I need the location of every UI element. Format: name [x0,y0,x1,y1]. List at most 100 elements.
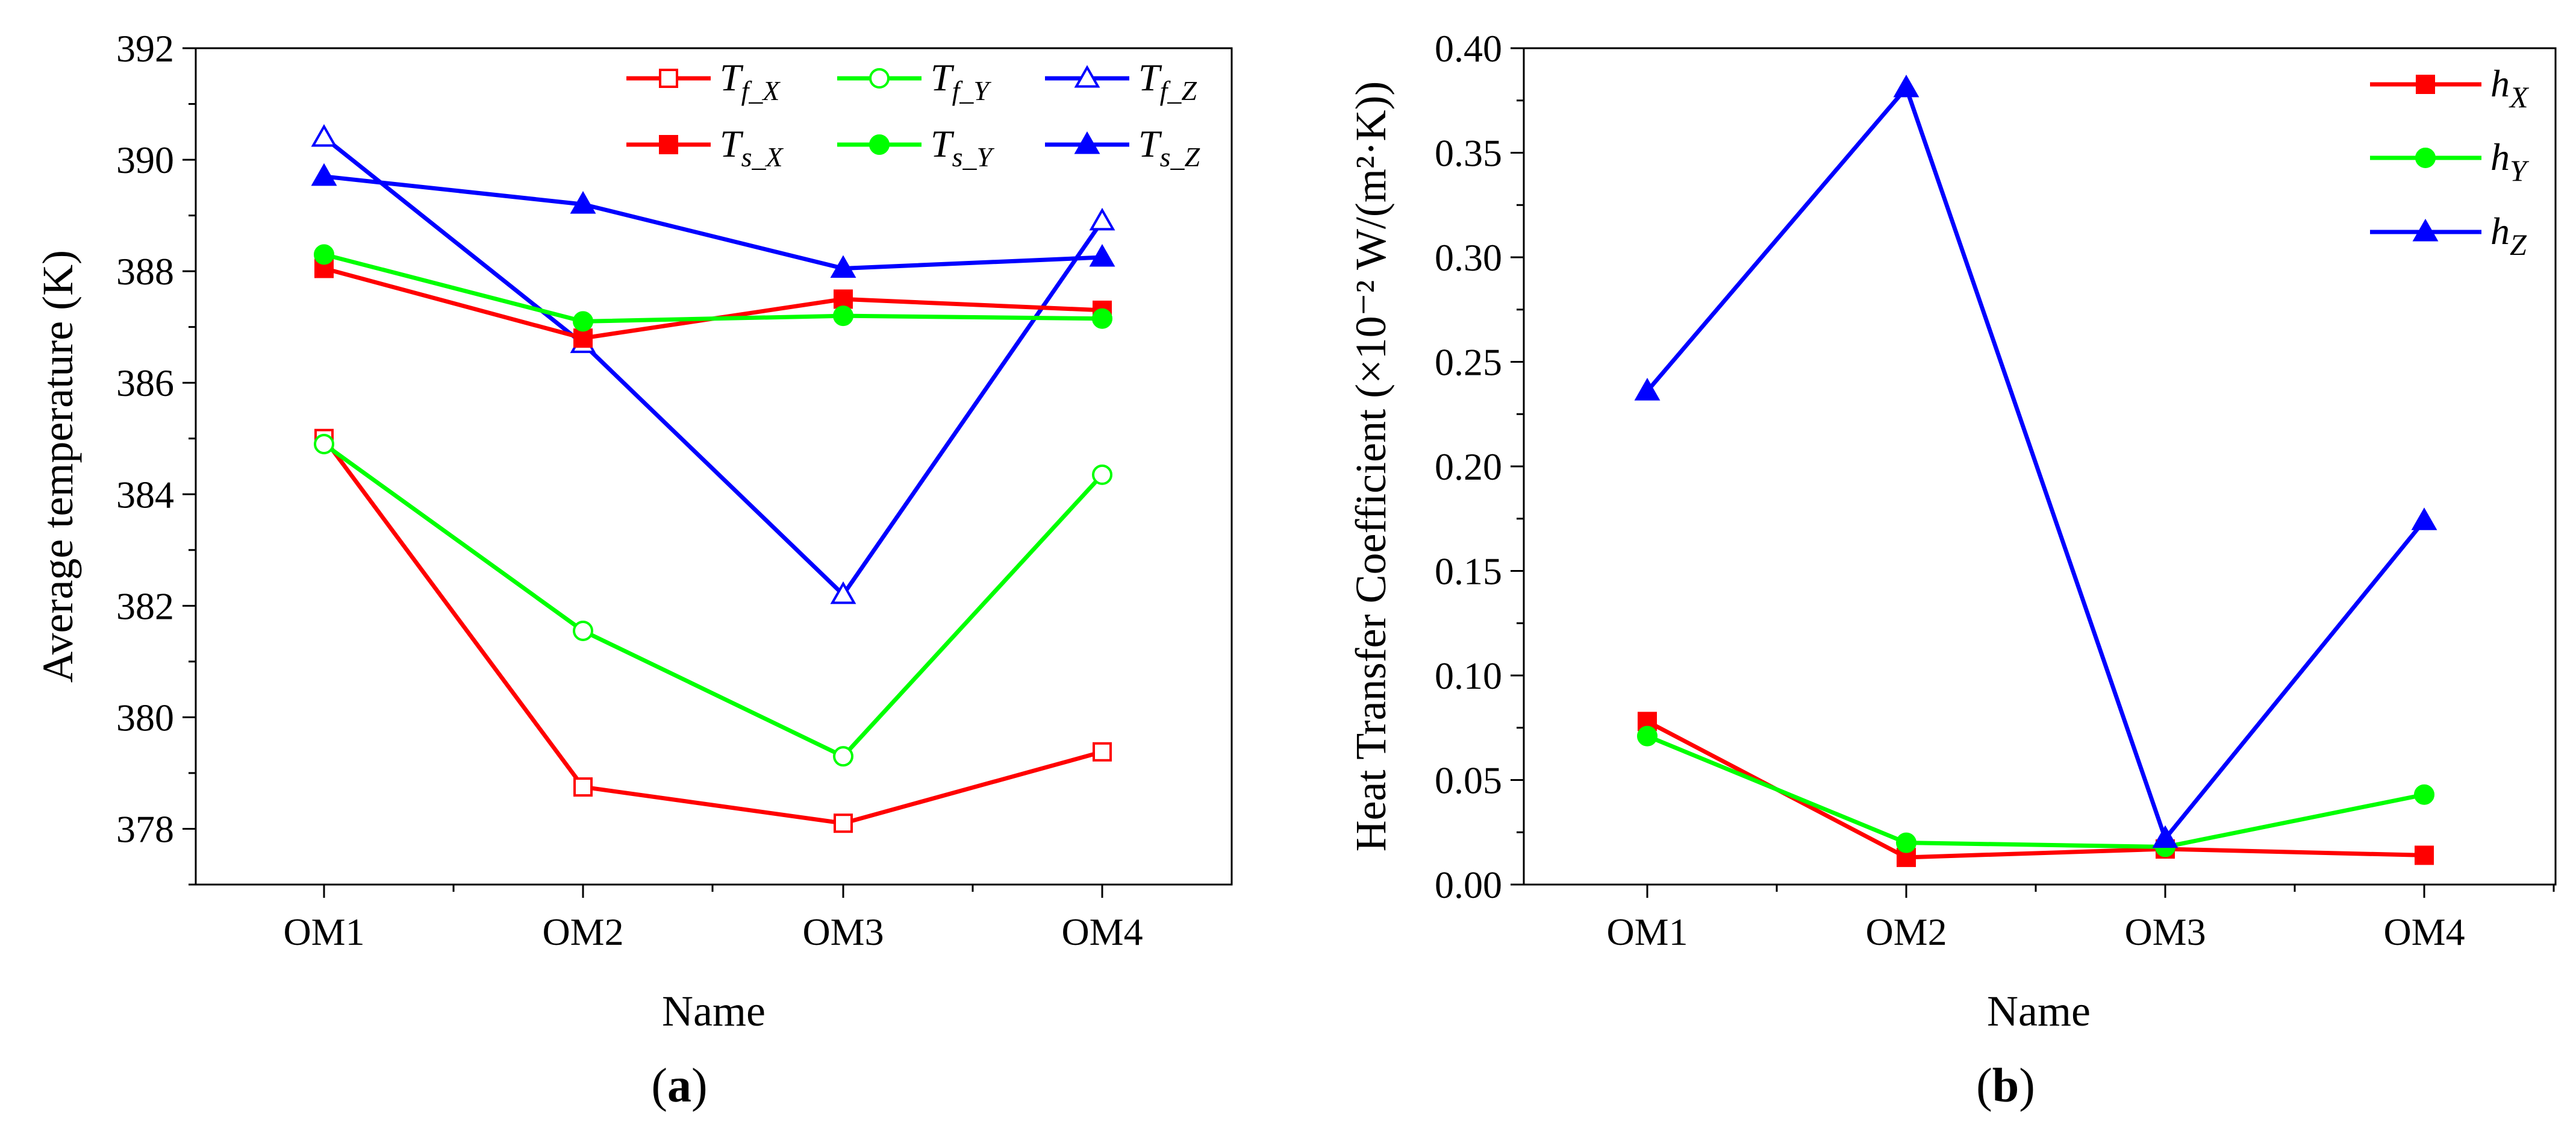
panel-a-chart: 378 380 382 384 386 388 390 392 OM1 OM2 OM3 OM4 Tf_… [34,27,1233,1112]
data-point [573,777,593,797]
panel-b-y-tick-label: 0.25 [1435,341,1502,384]
legend-label: hY [2490,136,2530,187]
panel-b-y-tick-label: 0.35 [1435,132,1502,175]
data-point [1092,464,1112,485]
data-point [834,813,853,833]
panel-a-y-tick-label: 380 [116,696,174,739]
panel-a-x-axis-label: Name [662,987,766,1035]
series-line [323,174,1103,271]
panel-a-x-tick-label: OM4 [1061,910,1143,953]
panel-b-x-tick-label: OM1 [1606,910,1688,953]
legend-label: Tf_Z [1138,56,1197,106]
panel-a-x-tick-label: OM3 [802,910,884,953]
series-line [1645,86,2426,841]
panel-a-y-axis-label: Average temperature (K) [34,250,82,683]
legend-label: Ts_X [720,122,784,172]
panel-b-y-tick-label: 0.15 [1435,550,1502,593]
panel-a-y-tick-label: 384 [116,473,174,516]
series-line [322,136,1104,597]
panel-a-y-tick-label: 386 [116,362,174,404]
data-point [2411,507,2437,530]
panel-b-series-h-z [1634,74,2437,848]
panel-b-y-axis-label: Heat Transfer Coefficient (×10⁻² W/(m²·K… [1347,81,1395,852]
series-line [1646,719,2425,860]
panel-a-y-tick-label: 388 [116,250,174,293]
panel-b-x-tick-label: OM2 [1865,910,1947,953]
panel-a-series-t-s-z [311,163,1115,278]
data-point [573,620,593,641]
panel-b-y-tick-label: 0.20 [1435,445,1502,488]
panel-a-series-t-s-x [314,258,1112,348]
series-line [323,252,1103,324]
panel-a-series-t-f-z [311,124,1115,604]
data-point [1637,725,1658,747]
legend-entry: Tf_Y [837,56,991,106]
panel-a-y-tick-label: 378 [116,807,174,850]
data-point [314,433,334,454]
panel-b-plot-frame [1523,47,2557,886]
data-point [311,163,337,186]
panel-b-y-tick-label: 0.00 [1435,863,1502,906]
series-line [323,266,1103,340]
legend-entry: hZ [2370,210,2527,262]
panel-a-x-tick-label: OM1 [283,910,364,953]
panel-b-y-tick-label: 0.40 [1435,27,1502,70]
panel-a-series-t-s-y [314,244,1112,332]
panel-a-series-t-f-x [314,428,1112,833]
legend-label: Ts_Y [931,122,994,172]
data-point [834,289,853,309]
legend-label: hX [2490,62,2530,114]
panel-a-series-t-f-y [314,433,1112,767]
data-point [833,305,853,327]
data-point [573,328,593,348]
panel-b-x-tick-label: OM4 [2383,910,2465,953]
legend-entry: Tf_X [626,56,781,106]
data-point [573,311,593,332]
data-point [1089,243,1115,267]
legend-label: Tf_Y [931,56,991,106]
panel-b-x-axis-label: Name [1987,987,2091,1035]
data-point [2414,784,2434,805]
legend-entry: hX [2370,62,2530,114]
legend-entry: Ts_Y [837,122,994,172]
panel-b-y-tick-label: 0.30 [1435,236,1502,279]
legend-marker [2416,75,2435,94]
legend-marker [659,69,678,88]
series-line [322,442,1104,759]
panel-b-series-h-y [1637,725,2434,857]
legend-entry: Tf_Z [1045,56,1197,106]
panel-b-y-tick-label: 0.10 [1435,654,1502,697]
legend-marker [2412,218,2439,242]
data-point [1634,378,1661,401]
data-point [2415,845,2434,865]
panel-b-y-tick-label: 0.05 [1435,759,1502,802]
series-line [322,437,1103,826]
legend-marker [2415,148,2436,168]
legend-entry: Ts_Z [1045,122,1200,172]
data-point [830,581,856,604]
legend-marker [869,68,890,89]
panel-a-x-tick-label: OM2 [542,910,623,953]
panel-a-label: (a) [651,1059,707,1112]
panel-a-y-tick-label: 392 [116,27,174,70]
panel-a-plot-frame [195,47,1233,886]
legend-label: Tf_X [720,56,781,106]
panel-b-chart: 0.00 0.05 0.10 0.15 0.20 0.25 0.30 0.35 0.40 OM1 O… [1347,27,2557,1112]
panel-a-y-tick-label: 390 [116,139,174,181]
series-line [1646,734,2425,850]
data-point [1093,742,1112,762]
legend-label: Ts_Z [1138,122,1200,172]
data-point [2152,825,2178,848]
data-point [1092,308,1112,329]
data-point [1893,74,1920,98]
legend-marker [869,134,890,155]
data-point [314,244,334,265]
data-point [1896,832,1916,853]
legend-marker [1074,131,1100,154]
legend-entry: hY [2370,136,2530,187]
data-point [1089,207,1115,231]
data-point [833,746,853,767]
panel-b-label: (b) [1976,1059,2035,1112]
panel-b-x-tick-label: OM3 [2124,910,2206,953]
